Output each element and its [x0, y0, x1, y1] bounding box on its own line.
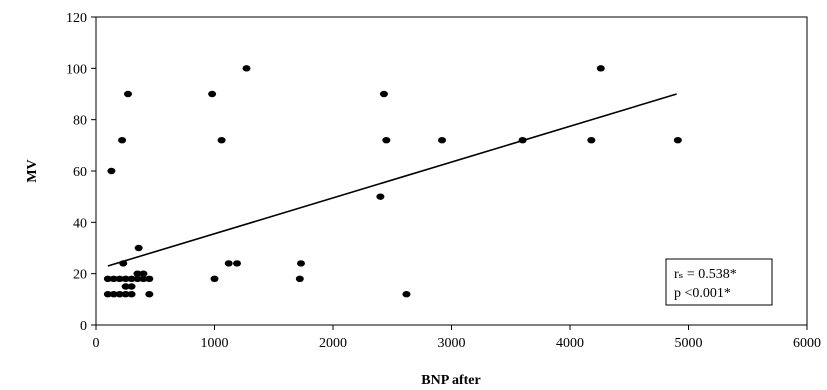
data-point [210, 275, 219, 282]
data-point [376, 193, 385, 200]
x-axis-ticks: 0 1000 2000 3000 4000 5000 6000 [93, 325, 821, 351]
x-tick-label: 3000 [438, 336, 466, 351]
data-point [123, 90, 132, 98]
x-tick-label: 6000 [793, 336, 821, 351]
data-point [518, 137, 527, 144]
x-tick-label: 1000 [201, 336, 229, 351]
data-point [217, 137, 226, 144]
x-axis-label: BNP after [421, 373, 480, 388]
data-point [208, 90, 217, 98]
data-point [118, 137, 127, 144]
data-point [121, 275, 130, 282]
trendline [107, 93, 677, 267]
stats-annotation: rₛ = 0.538* p <0.001* [665, 258, 773, 306]
data-point [297, 260, 306, 267]
data-point [107, 167, 116, 175]
data-point [133, 275, 142, 282]
y-tick-label: 60 [73, 165, 87, 180]
data-point [402, 291, 411, 298]
data-point [382, 137, 391, 144]
y-tick-label: 40 [73, 216, 87, 231]
data-point [127, 291, 136, 298]
data-point [673, 137, 682, 144]
data-point [121, 291, 130, 298]
x-tick-label: 4000 [556, 336, 584, 351]
data-point [109, 275, 118, 282]
data-point [115, 275, 124, 282]
data-point [109, 291, 118, 298]
data-point [115, 291, 124, 298]
data-point [103, 275, 112, 282]
data-point [139, 275, 148, 282]
stats-line-2: p <0.001* [674, 286, 731, 301]
data-point [127, 275, 136, 282]
data-point [596, 65, 605, 72]
stats-box [665, 258, 773, 306]
data-point [121, 283, 130, 290]
data-point [438, 137, 447, 144]
data-points [103, 65, 682, 298]
data-point [133, 270, 142, 277]
x-tick-label: 0 [93, 336, 100, 351]
y-tick-label: 80 [73, 114, 87, 129]
data-point [139, 270, 148, 277]
trendline-group [107, 93, 677, 267]
data-point [103, 291, 112, 298]
x-tick-label: 5000 [675, 336, 703, 351]
stats-line-1: rₛ = 0.538* [674, 267, 737, 282]
y-axis-ticks: 0 20 40 60 80 100 120 [66, 11, 96, 334]
data-point [587, 137, 596, 144]
y-tick-label: 0 [80, 319, 87, 334]
y-tick-label: 120 [66, 11, 87, 26]
data-point [127, 283, 136, 290]
data-point [295, 275, 304, 282]
data-point [379, 90, 388, 98]
data-point [145, 275, 154, 282]
data-point [242, 65, 251, 72]
y-axis-label: MV [25, 159, 40, 182]
data-point [119, 260, 128, 267]
x-tick-label: 2000 [319, 336, 347, 351]
data-point [224, 260, 233, 267]
data-point [233, 260, 242, 267]
data-point [134, 244, 143, 252]
data-point [145, 291, 154, 298]
y-tick-label: 100 [66, 62, 87, 77]
y-tick-label: 20 [73, 268, 87, 283]
